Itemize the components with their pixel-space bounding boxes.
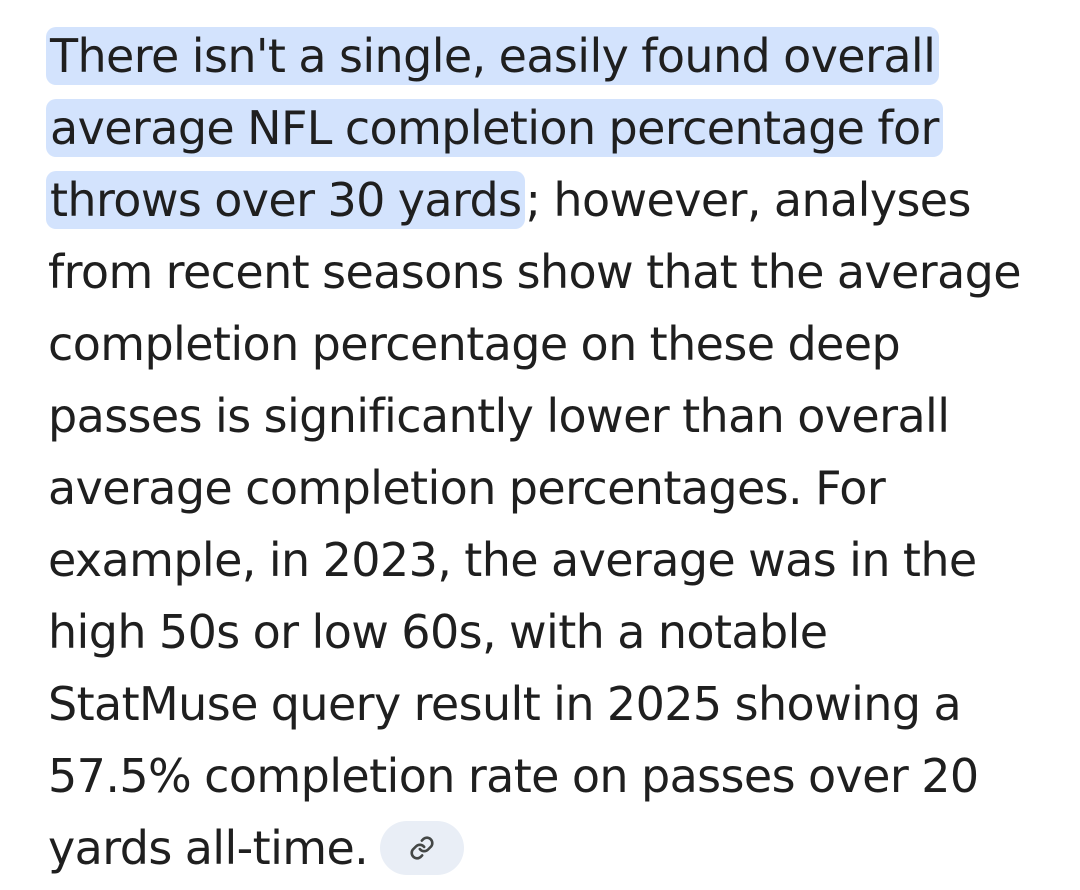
answer-body-text: ; however, analyses from recent seasons … xyxy=(48,173,1022,875)
source-link-chip[interactable] xyxy=(380,820,465,875)
answer-paragraph: There isn't a single, easily found overa… xyxy=(46,20,1040,884)
link-icon xyxy=(410,835,434,860)
highlighted-answer-text[interactable]: There isn't a single, easily found overa… xyxy=(46,27,943,229)
